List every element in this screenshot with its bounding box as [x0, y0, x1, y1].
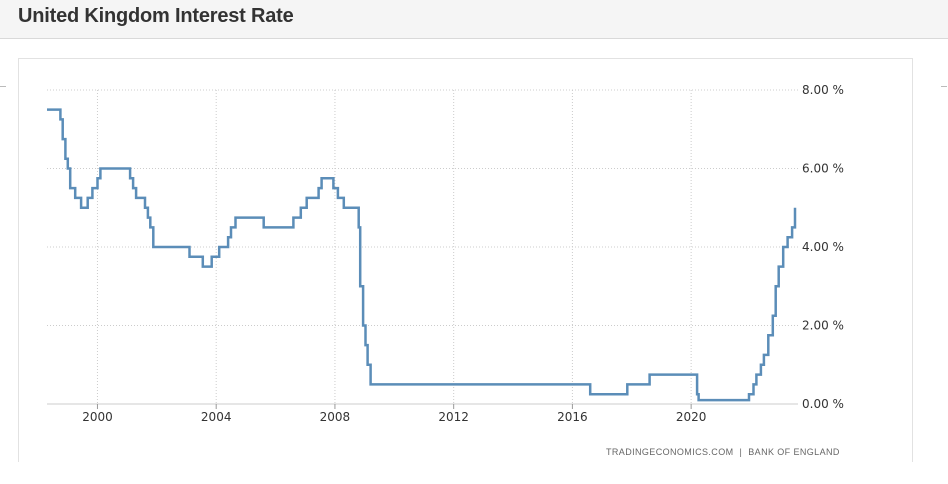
x-tick-label: 2008 [320, 410, 351, 424]
source-separator: | [739, 447, 743, 457]
x-tick-label: 2020 [676, 410, 707, 424]
page-title: United Kingdom Interest Rate [18, 5, 294, 27]
y-tick-label: 0.00 % [802, 397, 844, 411]
page-header: United Kingdom Interest Rate [0, 0, 948, 39]
source-provider: BANK OF ENGLAND [748, 447, 840, 457]
y-tick-label: 8.00 % [802, 83, 844, 97]
x-tick-label: 2012 [438, 410, 469, 424]
x-tick-label: 2004 [201, 410, 232, 424]
series-line [47, 108, 797, 402]
right-edge-mark [941, 86, 947, 87]
x-tick-label: 2000 [82, 410, 113, 424]
y-tick-label: 6.00 % [802, 162, 844, 176]
interest-rate-chart: 0.00 % 2.00 % 4.00 % 6.00 % 8.00 % 2000 2004 20… [47, 83, 844, 424]
chart-source: TRADINGECONOMICS.COM | BANK OF ENGLAND [606, 447, 840, 457]
chart-panel: 0.00 % 2.00 % 4.00 % 6.00 % 8.00 % 2000 2004 20… [18, 58, 913, 462]
source-site-link[interactable]: TRADINGECONOMICS.COM [606, 447, 734, 457]
left-edge-mark [0, 86, 6, 87]
y-tick-label: 2.00 % [802, 319, 844, 333]
x-tick-label: 2016 [557, 410, 588, 424]
y-tick-label: 4.00 % [802, 240, 844, 254]
